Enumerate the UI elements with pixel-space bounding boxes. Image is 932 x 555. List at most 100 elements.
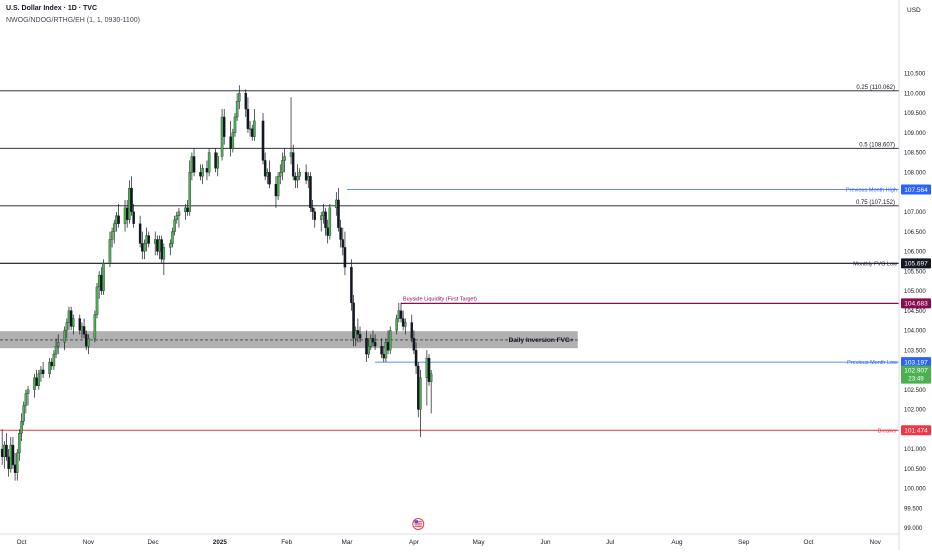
fib-level-label: 0.75 (107.152) <box>856 200 895 206</box>
candle <box>147 231 151 248</box>
candle-body <box>250 128 254 137</box>
candle-body <box>141 243 144 252</box>
candle <box>128 180 131 224</box>
x-tick-label: Jul <box>606 539 614 546</box>
candle-body <box>395 318 398 331</box>
candle <box>339 219 342 248</box>
candle <box>274 176 278 208</box>
candle <box>22 401 25 426</box>
candle <box>399 302 403 323</box>
candle-body <box>113 223 116 232</box>
candle-body <box>184 207 187 212</box>
candle <box>207 148 211 177</box>
candle-body <box>358 334 362 339</box>
candle <box>268 160 271 189</box>
candle-body <box>188 172 191 212</box>
candle-body <box>326 227 329 236</box>
candle-body <box>50 361 53 367</box>
y-tick-label: 106.500 <box>904 230 926 236</box>
x-tick-label: Feb <box>281 539 292 546</box>
candle <box>192 148 196 177</box>
candle <box>13 452 17 481</box>
candle-body <box>244 93 248 110</box>
candle <box>214 148 217 173</box>
y-tick-label: 106.000 <box>904 250 926 256</box>
candle-body <box>289 152 293 157</box>
level-price-text: 105.697 <box>904 261 928 268</box>
candle <box>401 310 405 331</box>
candle-body <box>128 187 131 220</box>
y-tick-label: 101.000 <box>904 447 926 453</box>
currency-label[interactable]: USD <box>907 7 921 14</box>
candle-body <box>373 342 377 347</box>
candle-body <box>352 302 355 339</box>
candle-body <box>162 247 166 260</box>
candle <box>261 113 265 165</box>
countdown-text: 23:49 <box>908 376 924 383</box>
candle-body <box>304 172 308 181</box>
candle-body <box>201 168 204 177</box>
candle <box>15 448 19 481</box>
candle-body <box>48 361 51 375</box>
candle-body <box>401 318 405 327</box>
candle <box>184 203 187 220</box>
candle-body <box>281 160 284 173</box>
candle <box>425 350 429 406</box>
candle <box>82 318 86 339</box>
candle-body <box>229 136 232 149</box>
candle-body <box>72 318 75 327</box>
candle-body <box>313 211 317 220</box>
candle-body <box>369 338 373 347</box>
candle <box>388 326 392 355</box>
candle-body <box>231 132 235 149</box>
candle <box>130 176 133 216</box>
candle <box>373 334 377 351</box>
candle <box>281 152 284 181</box>
candle <box>427 354 431 386</box>
fib-level-label: 0.5 (108.607) <box>859 142 895 148</box>
candle-body <box>13 464 17 473</box>
candle <box>110 227 114 248</box>
candle <box>429 369 433 414</box>
candle-body <box>80 326 84 331</box>
candle <box>289 97 293 165</box>
candle-body <box>253 120 256 137</box>
candle-body <box>397 310 401 319</box>
candle <box>162 243 166 276</box>
candle <box>108 231 112 268</box>
candle-body <box>3 444 6 458</box>
candle-body <box>110 231 114 240</box>
candle <box>231 128 235 153</box>
level-label: Previous Month Low <box>847 360 897 366</box>
candle-body <box>427 357 431 382</box>
candle-body <box>33 377 36 390</box>
candle <box>123 199 127 232</box>
x-tick-label: Sep <box>738 539 750 546</box>
candle <box>190 152 194 181</box>
candle-body <box>412 338 416 351</box>
candle <box>78 314 82 335</box>
candle <box>416 362 420 418</box>
candle-body <box>222 116 226 137</box>
candle-body <box>429 373 433 382</box>
candle <box>235 93 239 121</box>
candle <box>229 120 232 157</box>
candle-body <box>233 116 237 133</box>
candle-body <box>341 239 345 248</box>
candle-body <box>115 215 118 224</box>
x-tick-label: 2025 <box>213 539 228 546</box>
candle-body <box>276 176 280 197</box>
candle-body <box>15 452 19 473</box>
candle-body <box>266 172 269 177</box>
candle <box>125 199 129 228</box>
candle <box>18 429 21 461</box>
candle <box>233 113 237 137</box>
indicator-legend[interactable]: NWOG/NDOG/RTHG/EH (1, 1, 0930-1100) <box>6 17 140 24</box>
y-tick-label: 105.500 <box>904 269 926 275</box>
candle-body <box>18 433 21 454</box>
candle-body <box>367 346 370 355</box>
candle-body <box>138 223 142 244</box>
candle-body <box>356 330 360 335</box>
